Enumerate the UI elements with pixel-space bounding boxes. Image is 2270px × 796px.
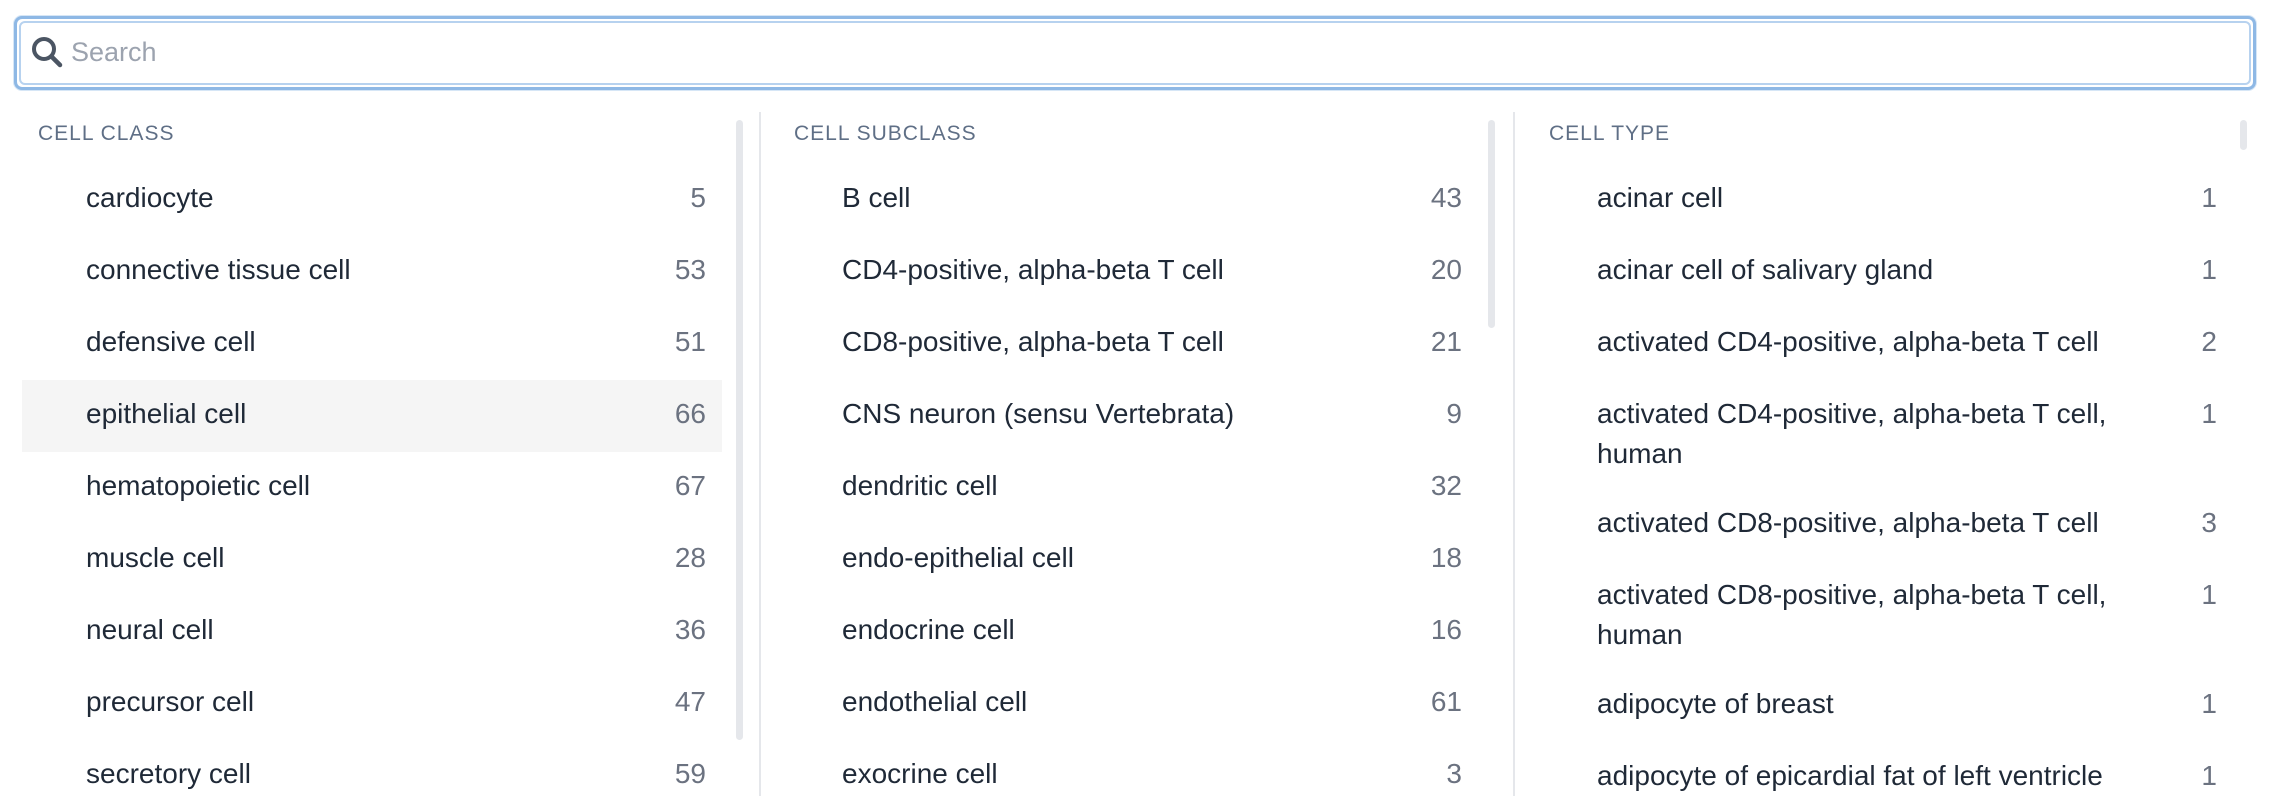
item-label: adipocyte of breast [1597,688,1834,719]
item-label: CD8-positive, alpha-beta T cell [842,326,1224,357]
item-count: 1 [2201,254,2217,285]
cell-class-item[interactable]: secretory cell 59 [22,740,722,796]
item-label: exocrine cell [842,758,998,789]
cell-type-item[interactable]: acinar cell 1 [1533,164,2233,236]
cell-subclass-header: CELL SUBCLASS [794,122,977,145]
item-count: 61 [1430,686,1462,717]
item-label: activated CD8-positive, alpha-beta T cel… [1597,579,2107,650]
cell-class-column: CELL CLASS cardiocyte 5 connective tissu… [22,112,752,796]
item-label: acinar cell of salivary gland [1597,254,1934,285]
item-label: secretory cell [86,758,251,789]
cell-type-item[interactable]: adipocyte of breast 1 [1533,670,2233,742]
item-count: 1 [2201,760,2217,791]
item-label: epithelial cell [86,398,247,429]
item-count: 1 [2201,688,2217,719]
cell-type-scrollbar[interactable] [2240,120,2247,150]
cell-subclass-column: CELL SUBCLASS B cell 43 CD4-positive, al… [778,112,1508,796]
item-count: 67 [674,470,706,501]
cell-subclass-item[interactable]: endocrine cell 16 [778,596,1478,668]
cell-type-list: acinar cell 1 acinar cell of salivary gl… [1533,164,2233,796]
item-count: 66 [674,398,706,429]
item-count: 2 [2201,326,2217,357]
column-divider [1513,112,1515,796]
item-label: neural cell [86,614,214,645]
cell-type-item[interactable]: activated CD8-positive, alpha-beta T cel… [1533,561,2233,670]
item-label: CD4-positive, alpha-beta T cell [842,254,1224,285]
cell-subclass-item[interactable]: exocrine cell 3 [778,740,1478,796]
item-label: cardiocyte [86,182,214,213]
cell-subclass-item[interactable]: CD8-positive, alpha-beta T cell 21 [778,308,1478,380]
cell-subclass-item[interactable]: dendritic cell 32 [778,452,1478,524]
item-count: 21 [1430,326,1462,357]
item-label: activated CD4-positive, alpha-beta T cel… [1597,326,2099,357]
item-label: muscle cell [86,542,225,573]
search-input[interactable] [71,19,2243,85]
cell-subclass-list: B cell 43 CD4-positive, alpha-beta T cel… [778,164,1478,796]
item-label: precursor cell [86,686,255,717]
cell-class-item[interactable]: defensive cell 51 [22,308,722,380]
cell-type-header: CELL TYPE [1549,122,1671,145]
search-box[interactable] [14,16,2256,90]
item-count: 1 [2201,182,2217,213]
item-count: 1 [2201,579,2217,610]
cell-type-item[interactable]: activated CD4-positive, alpha-beta T cel… [1533,308,2233,380]
item-count: 32 [1430,470,1462,501]
cell-class-list: cardiocyte 5 connective tissue cell 53 d… [22,164,722,796]
cell-class-item-hovered[interactable]: epithelial cell 66 [22,380,722,452]
item-label: endothelial cell [842,686,1028,717]
item-count: 16 [1430,614,1462,645]
item-label: hematopoietic cell [86,470,311,501]
item-label: endocrine cell [842,614,1015,645]
item-label: adipocyte of epicardial fat of left vent… [1597,760,2103,791]
cell-class-item[interactable]: neural cell 36 [22,596,722,668]
cell-type-item[interactable]: adipocyte of epicardial fat of left vent… [1533,742,2233,796]
item-label: connective tissue cell [86,254,351,285]
cell-type-item[interactable]: acinar cell of salivary gland 1 [1533,236,2233,308]
item-count: 3 [2201,507,2217,538]
cell-class-header: CELL CLASS [38,122,175,145]
item-count: 20 [1430,254,1462,285]
cell-subclass-item[interactable]: CD4-positive, alpha-beta T cell 20 [778,236,1478,308]
item-label: dendritic cell [842,470,998,501]
cell-class-item[interactable]: muscle cell 28 [22,524,722,596]
item-count: 59 [674,758,706,789]
item-count: 28 [674,542,706,573]
cell-class-item[interactable]: hematopoietic cell 67 [22,452,722,524]
item-count: 43 [1430,182,1462,213]
cell-class-scrollbar[interactable] [736,120,743,740]
item-label: B cell [842,182,911,213]
item-count: 9 [1446,398,1462,429]
cell-subclass-scrollbar[interactable] [1488,120,1495,328]
cell-subclass-item[interactable]: endothelial cell 61 [778,668,1478,740]
item-count: 47 [674,686,706,717]
cell-class-item[interactable]: cardiocyte 5 [22,164,722,236]
cell-class-item[interactable]: precursor cell 47 [22,668,722,740]
item-count: 1 [2201,398,2217,429]
search-icon [32,37,63,68]
item-label: CNS neuron (sensu Vertebrata) [842,398,1235,429]
item-count: 5 [690,182,706,213]
cell-type-item[interactable]: activated CD4-positive, alpha-beta T cel… [1533,380,2233,489]
item-label: activated CD8-positive, alpha-beta T cel… [1597,507,2099,538]
cell-subclass-item[interactable]: B cell 43 [778,164,1478,236]
item-count: 53 [674,254,706,285]
item-label: endo-epithelial cell [842,542,1074,573]
item-count: 18 [1430,542,1462,573]
cell-filter-columns: CELL CLASS cardiocyte 5 connective tissu… [22,112,2260,796]
item-label: defensive cell [86,326,256,357]
cell-class-item[interactable]: connective tissue cell 53 [22,236,722,308]
item-count: 3 [1446,758,1462,789]
cell-subclass-item[interactable]: CNS neuron (sensu Vertebrata) 9 [778,380,1478,452]
cell-type-column: CELL TYPE acinar cell 1 acinar cell of s… [1533,112,2260,796]
cell-subclass-item[interactable]: endo-epithelial cell 18 [778,524,1478,596]
item-count: 36 [674,614,706,645]
item-count: 51 [674,326,706,357]
item-label: activated CD4-positive, alpha-beta T cel… [1597,398,2107,469]
item-label: acinar cell [1597,182,1724,213]
cell-type-item[interactable]: activated CD8-positive, alpha-beta T cel… [1533,489,2233,561]
column-divider [759,112,761,796]
